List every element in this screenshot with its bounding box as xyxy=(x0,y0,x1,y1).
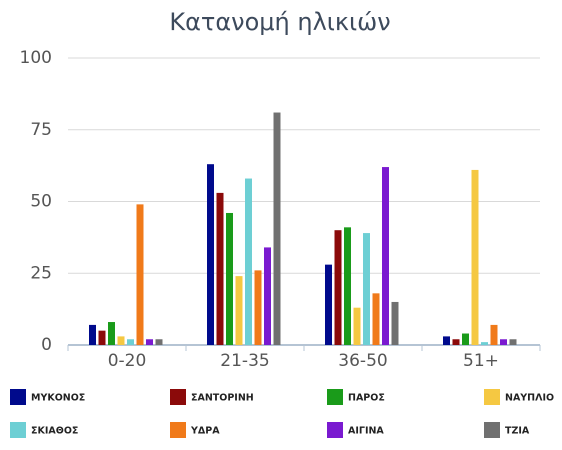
bar xyxy=(254,270,262,345)
y-tick-label: 75 xyxy=(30,120,52,140)
bar xyxy=(344,227,351,345)
bar xyxy=(363,233,370,345)
bar xyxy=(235,276,243,345)
bar xyxy=(273,112,281,345)
bar xyxy=(216,192,224,345)
legend-swatch xyxy=(170,422,186,438)
bar xyxy=(452,339,460,345)
bar xyxy=(372,293,380,345)
legend-swatch xyxy=(327,389,343,405)
legend-swatch xyxy=(10,389,26,405)
bar xyxy=(108,322,115,345)
chart-title: Κατανομή ηλικιών xyxy=(169,8,390,36)
bar xyxy=(471,169,479,345)
bar xyxy=(481,342,488,345)
bar xyxy=(155,339,163,345)
legend-swatch xyxy=(484,389,500,405)
legend-label: ΣΑΝΤΟΡΙΝΗ xyxy=(191,393,254,404)
legend-label: ΝΑΥΠΛΙΟ xyxy=(505,393,554,404)
bar xyxy=(325,264,332,345)
bar xyxy=(245,178,252,345)
bar xyxy=(334,230,342,345)
x-tick-label: 36-50 xyxy=(338,351,387,371)
legend-swatch xyxy=(170,389,186,405)
bar xyxy=(391,301,399,345)
legend-label: ΠΑΡΟΣ xyxy=(348,393,385,404)
legend-label: ΥΔΡΑ xyxy=(190,426,220,437)
bar xyxy=(509,339,517,345)
bar xyxy=(89,324,96,345)
bar xyxy=(353,307,361,345)
bar xyxy=(146,339,153,345)
bar xyxy=(127,339,134,345)
y-tick-label: 100 xyxy=(20,48,52,68)
bar xyxy=(264,247,271,345)
legend-label: ΣΚΙΑΘΟΣ xyxy=(31,426,78,437)
bar xyxy=(443,336,450,345)
bar xyxy=(117,336,125,345)
x-tick-label: 21-35 xyxy=(220,351,269,371)
bar xyxy=(136,204,144,345)
legend-label: ΜΥΚΟΝΟΣ xyxy=(31,393,85,404)
bar xyxy=(490,324,498,345)
legend-label: ΤΖΙΑ xyxy=(505,426,530,437)
y-tick-label: 25 xyxy=(30,263,52,283)
bar xyxy=(207,164,214,345)
y-tick-label: 0 xyxy=(41,335,52,355)
legend-swatch xyxy=(10,422,26,438)
bar xyxy=(382,167,389,345)
y-tick-label: 50 xyxy=(30,192,52,212)
bar xyxy=(98,330,106,345)
bar xyxy=(462,333,469,345)
bar xyxy=(226,212,233,345)
legend-swatch xyxy=(327,422,343,438)
legend-label: ΑΙΓΙΝΑ xyxy=(348,426,384,437)
x-tick-label: 51+ xyxy=(463,351,499,371)
x-tick-label: 0-20 xyxy=(108,351,147,371)
legend-swatch xyxy=(484,422,500,438)
bar xyxy=(500,339,507,345)
